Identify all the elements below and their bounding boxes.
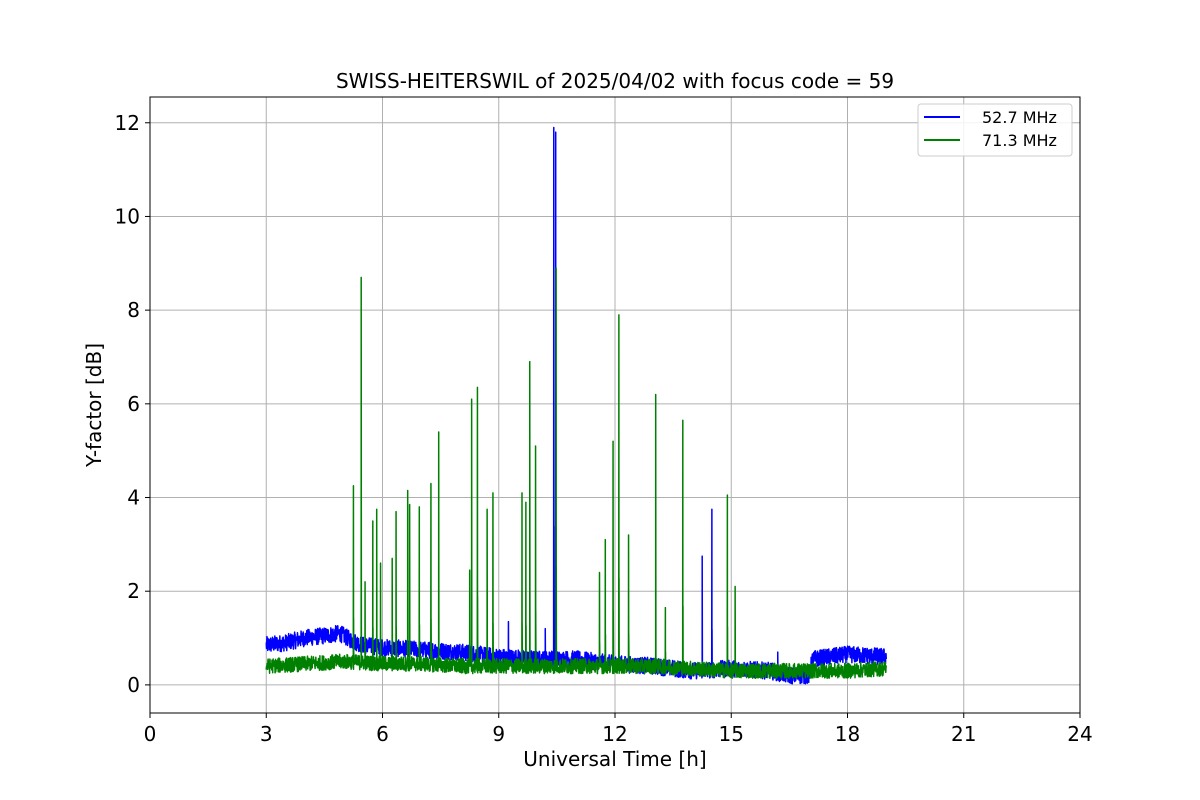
x-tick-label: 0 xyxy=(144,722,157,746)
y-tick-label: 2 xyxy=(127,579,140,603)
x-tick-label: 6 xyxy=(376,722,389,746)
x-tick-label: 12 xyxy=(602,722,627,746)
plot-area xyxy=(265,126,887,685)
legend-label-series-1: 52.7 MHz xyxy=(982,108,1057,127)
x-axis-label: Universal Time [h] xyxy=(523,747,706,771)
x-tick-label: 24 xyxy=(1067,722,1092,746)
x-tick-label: 9 xyxy=(492,722,505,746)
y-tick-label: 0 xyxy=(127,673,140,697)
y-tick-label: 4 xyxy=(127,486,140,510)
y-tick-label: 6 xyxy=(127,392,140,416)
x-tick-label: 21 xyxy=(951,722,976,746)
y-tick-label: 10 xyxy=(115,204,140,228)
y-tick-label: 8 xyxy=(127,298,140,322)
x-tick-label: 18 xyxy=(835,722,860,746)
y-axis-label: Y-factor [dB] xyxy=(82,343,106,468)
x-tick-label: 3 xyxy=(260,722,273,746)
y-axis: 0 2 4 6 8 10 12 xyxy=(115,111,150,697)
chart-title: SWISS-HEITERSWIL of 2025/04/02 with focu… xyxy=(336,69,894,93)
x-axis: 0 3 6 9 12 15 18 21 24 xyxy=(144,713,1093,746)
legend: 52.7 MHz 71.3 MHz xyxy=(917,103,1073,157)
series-line-2 xyxy=(265,267,887,680)
x-tick-label: 15 xyxy=(719,722,744,746)
y-tick-label: 12 xyxy=(115,111,140,135)
legend-label-series-2: 71.3 MHz xyxy=(982,131,1057,150)
